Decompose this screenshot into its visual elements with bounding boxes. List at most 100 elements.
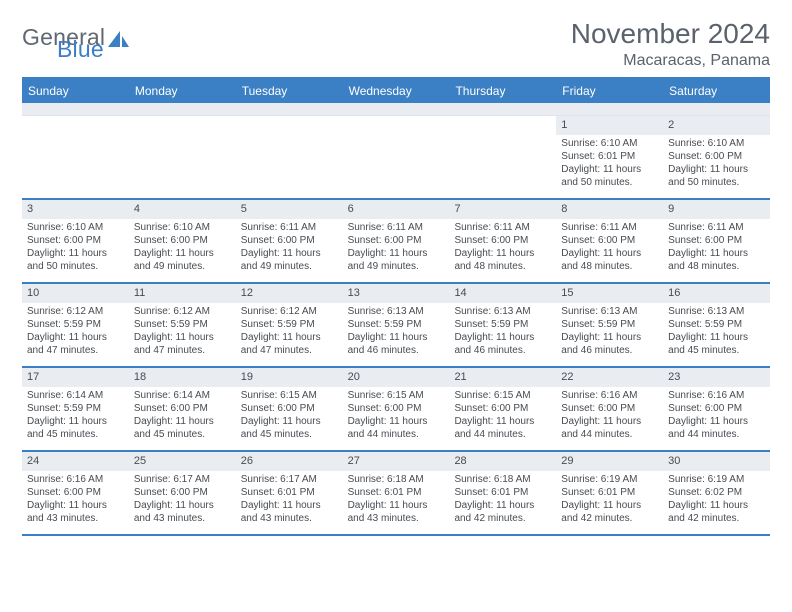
day-info-line: Sunset: 6:00 PM <box>134 486 232 499</box>
day-info-line: Daylight: 11 hours <box>561 163 659 176</box>
day-info-line: Sunrise: 6:10 AM <box>668 137 766 150</box>
day-info-line: and 50 minutes. <box>561 176 659 189</box>
day-info-line: and 47 minutes. <box>134 344 232 357</box>
day-info-line: Sunset: 6:00 PM <box>454 402 552 415</box>
day-number: 3 <box>22 200 129 219</box>
day-cell: 30Sunrise: 6:19 AMSunset: 6:02 PMDayligh… <box>663 452 770 534</box>
day-number: 4 <box>129 200 236 219</box>
day-cell: 21Sunrise: 6:15 AMSunset: 6:00 PMDayligh… <box>449 368 556 450</box>
day-info-line: Sunrise: 6:11 AM <box>348 221 446 234</box>
day-info-line: Daylight: 11 hours <box>561 247 659 260</box>
day-info-line: and 46 minutes. <box>454 344 552 357</box>
day-info-line: Sunrise: 6:12 AM <box>134 305 232 318</box>
day-info-line: Sunset: 6:00 PM <box>27 486 125 499</box>
day-info-line: and 50 minutes. <box>668 176 766 189</box>
day-number: 15 <box>556 284 663 303</box>
day-number: 5 <box>236 200 343 219</box>
day-number: 18 <box>129 368 236 387</box>
day-cell: 7Sunrise: 6:11 AMSunset: 6:00 PMDaylight… <box>449 200 556 282</box>
weekday-cell: Friday <box>556 79 663 103</box>
week-row: 1Sunrise: 6:10 AMSunset: 6:01 PMDaylight… <box>22 116 770 200</box>
day-info-line: and 47 minutes. <box>27 344 125 357</box>
day-number: 10 <box>22 284 129 303</box>
day-info-line: Sunset: 6:00 PM <box>668 234 766 247</box>
sail-icon <box>107 29 131 49</box>
day-cell: 22Sunrise: 6:16 AMSunset: 6:00 PMDayligh… <box>556 368 663 450</box>
day-number: 8 <box>556 200 663 219</box>
day-info-line: Daylight: 11 hours <box>348 247 446 260</box>
day-cell <box>449 116 556 198</box>
week-row: 17Sunrise: 6:14 AMSunset: 5:59 PMDayligh… <box>22 368 770 452</box>
day-number: 25 <box>129 452 236 471</box>
day-info-line: Sunrise: 6:11 AM <box>561 221 659 234</box>
day-info-line: Daylight: 11 hours <box>134 247 232 260</box>
day-info-line: Daylight: 11 hours <box>668 163 766 176</box>
day-info-line: Sunset: 6:00 PM <box>241 402 339 415</box>
day-info-line: Daylight: 11 hours <box>668 331 766 344</box>
logo-text-blue: Blue <box>57 36 104 62</box>
day-info-line: Daylight: 11 hours <box>668 247 766 260</box>
day-info-line: and 47 minutes. <box>241 344 339 357</box>
day-info-line: and 48 minutes. <box>668 260 766 273</box>
day-info-line: Daylight: 11 hours <box>134 331 232 344</box>
day-number: 9 <box>663 200 770 219</box>
day-info-line: Sunrise: 6:13 AM <box>668 305 766 318</box>
day-number: 23 <box>663 368 770 387</box>
day-info-line: Sunrise: 6:13 AM <box>561 305 659 318</box>
day-info-line: and 43 minutes. <box>27 512 125 525</box>
day-number: 2 <box>663 116 770 135</box>
day-info-line: and 42 minutes. <box>561 512 659 525</box>
day-info-line: Sunset: 6:01 PM <box>454 486 552 499</box>
day-info-line: Daylight: 11 hours <box>561 331 659 344</box>
day-info-line: and 49 minutes. <box>134 260 232 273</box>
day-cell: 19Sunrise: 6:15 AMSunset: 6:00 PMDayligh… <box>236 368 343 450</box>
day-info-line: Daylight: 11 hours <box>241 247 339 260</box>
day-cell <box>343 116 450 198</box>
day-info-line: and 46 minutes. <box>348 344 446 357</box>
day-number: 20 <box>343 368 450 387</box>
day-cell: 15Sunrise: 6:13 AMSunset: 5:59 PMDayligh… <box>556 284 663 366</box>
day-info-line: Sunrise: 6:19 AM <box>561 473 659 486</box>
day-info-line: Sunset: 5:59 PM <box>27 318 125 331</box>
day-cell: 16Sunrise: 6:13 AMSunset: 5:59 PMDayligh… <box>663 284 770 366</box>
day-info-line: Sunrise: 6:11 AM <box>241 221 339 234</box>
month-title: November 2024 <box>571 18 770 50</box>
day-info-line: and 49 minutes. <box>348 260 446 273</box>
day-cell: 23Sunrise: 6:16 AMSunset: 6:00 PMDayligh… <box>663 368 770 450</box>
day-cell: 11Sunrise: 6:12 AMSunset: 5:59 PMDayligh… <box>129 284 236 366</box>
day-cell: 26Sunrise: 6:17 AMSunset: 6:01 PMDayligh… <box>236 452 343 534</box>
day-info-line: and 43 minutes. <box>348 512 446 525</box>
weekday-cell: Sunday <box>22 79 129 103</box>
day-info-line: Sunrise: 6:17 AM <box>134 473 232 486</box>
day-cell: 8Sunrise: 6:11 AMSunset: 6:00 PMDaylight… <box>556 200 663 282</box>
day-info-line: Sunset: 6:01 PM <box>561 150 659 163</box>
day-info-line: and 44 minutes. <box>454 428 552 441</box>
day-info-line: and 42 minutes. <box>454 512 552 525</box>
day-number: 7 <box>449 200 556 219</box>
weekday-cell: Tuesday <box>236 79 343 103</box>
day-cell: 28Sunrise: 6:18 AMSunset: 6:01 PMDayligh… <box>449 452 556 534</box>
day-info-line: Daylight: 11 hours <box>348 499 446 512</box>
day-info-line: Daylight: 11 hours <box>348 415 446 428</box>
day-info-line: Daylight: 11 hours <box>454 331 552 344</box>
day-info-line: Sunrise: 6:11 AM <box>668 221 766 234</box>
day-info-line: Daylight: 11 hours <box>668 415 766 428</box>
day-info-line: Sunrise: 6:15 AM <box>241 389 339 402</box>
day-info-line: Sunset: 6:02 PM <box>668 486 766 499</box>
week-row: 24Sunrise: 6:16 AMSunset: 6:00 PMDayligh… <box>22 452 770 536</box>
day-info-line: Daylight: 11 hours <box>27 247 125 260</box>
day-info-line: Sunrise: 6:16 AM <box>668 389 766 402</box>
day-info-line: Daylight: 11 hours <box>27 415 125 428</box>
day-info-line: Sunrise: 6:11 AM <box>454 221 552 234</box>
day-info-line: Sunrise: 6:15 AM <box>348 389 446 402</box>
day-info-line: Sunset: 6:00 PM <box>668 150 766 163</box>
day-info-line: Daylight: 11 hours <box>668 499 766 512</box>
day-cell <box>236 116 343 198</box>
day-info-line: and 44 minutes. <box>668 428 766 441</box>
day-info-line: Daylight: 11 hours <box>241 415 339 428</box>
day-info-line: and 46 minutes. <box>561 344 659 357</box>
day-info-line: Sunset: 5:59 PM <box>668 318 766 331</box>
day-cell <box>22 116 129 198</box>
day-info-line: Sunset: 6:01 PM <box>348 486 446 499</box>
day-cell: 20Sunrise: 6:15 AMSunset: 6:00 PMDayligh… <box>343 368 450 450</box>
